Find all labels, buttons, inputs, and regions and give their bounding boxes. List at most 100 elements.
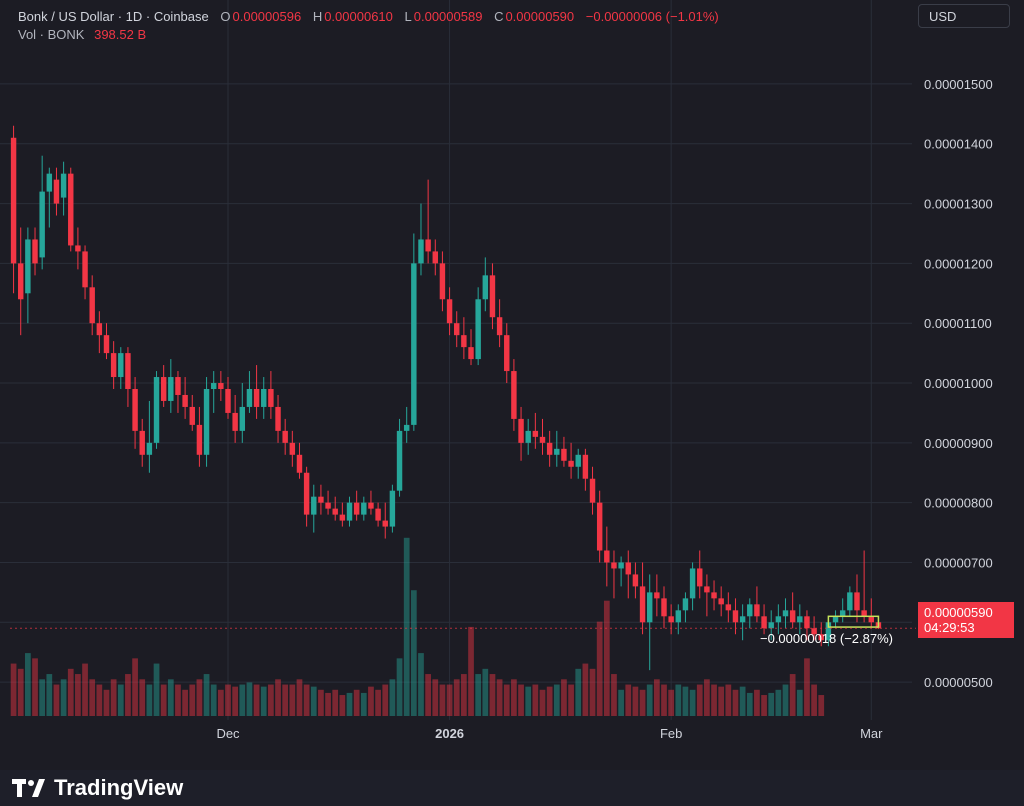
candle-body [53, 179, 60, 204]
volume-bar [525, 686, 532, 716]
brand-logo[interactable]: TradingView [12, 770, 183, 806]
volume-bar [696, 684, 703, 716]
candle-body [825, 622, 832, 641]
volume-value: 398.52 B [94, 27, 147, 42]
open-value: 0.00000596 [232, 9, 302, 24]
volume-bar [653, 679, 660, 716]
volume-bar [796, 689, 803, 716]
symbol-title[interactable]: Bonk / US Dollar · 1D · Coinbase [18, 9, 209, 24]
candle-body [511, 371, 517, 419]
candle-body [554, 448, 560, 455]
volume-bar [789, 674, 796, 716]
volume-bar [561, 679, 567, 716]
candle-body [697, 568, 703, 587]
candle-body [654, 592, 660, 599]
candle-body [482, 275, 489, 300]
volume-bar [804, 658, 810, 716]
volume-bar [475, 674, 482, 716]
grid-lines [0, 0, 912, 720]
volume-bar [139, 679, 146, 716]
volume-bar [418, 653, 424, 716]
high-value: 0.00000610 [324, 9, 393, 24]
candle-body [861, 610, 867, 617]
volume-bar [132, 658, 138, 716]
x-axis[interactable]: Dec 2026 Feb Mar [216, 726, 883, 741]
volume-bar [432, 679, 439, 716]
candle-body [125, 353, 131, 389]
y-axis[interactable]: 0.00001500 0.00001400 0.00001300 0.00001200… [924, 77, 993, 690]
candle-body [296, 454, 303, 473]
candle-body [82, 251, 88, 288]
candle-body [718, 598, 724, 605]
candle-body [847, 592, 853, 611]
measure-overlay [10, 615, 916, 629]
volume-bar [325, 692, 331, 716]
volume-bar [175, 684, 181, 716]
candle-body [818, 634, 824, 641]
volume-bar [589, 668, 596, 716]
y-tick-label: 0.00001000 [924, 376, 993, 391]
volume-bar [46, 674, 53, 716]
volume-bar [689, 689, 696, 716]
candle-body [75, 245, 81, 252]
volume-bar [782, 684, 789, 716]
volume-bar [282, 684, 289, 716]
volume-bar [103, 689, 110, 716]
volume-bar [775, 689, 782, 716]
candle-body [604, 550, 610, 563]
chart-area[interactable]: 0.00001500 0.00001400 0.00001300 0.00001200… [0, 0, 1024, 770]
volume-bar [403, 537, 410, 716]
volume-bar [568, 684, 574, 716]
candle-body [489, 275, 496, 318]
candle-body [60, 173, 67, 198]
volume-bar [196, 679, 203, 716]
open-label: O [220, 9, 231, 24]
volume-bar [67, 668, 74, 716]
candle-body [39, 191, 45, 258]
measure-box [827, 615, 880, 628]
symbol-legend[interactable]: Bonk / US Dollar · 1D · Coinbase O 0.0000… [18, 9, 721, 24]
candle-body [382, 520, 388, 527]
y-tick-label: 0.00000500 [924, 675, 993, 690]
candle-body [89, 287, 95, 324]
close-value: 0.00000590 [505, 9, 575, 24]
last-price-tag: 0.00000590 04:29:53 [918, 602, 1014, 638]
candle-body [239, 406, 246, 431]
volume-bar [125, 674, 131, 716]
volume-bar [182, 689, 188, 716]
volume-bar [503, 684, 510, 716]
candle-body [325, 502, 331, 509]
candle-body [268, 389, 274, 407]
candle-body [468, 347, 474, 360]
volume-bar [10, 663, 17, 716]
candle-body [332, 508, 338, 515]
candle-body [546, 442, 553, 455]
candle-body [754, 604, 760, 617]
y-tick-label: 0.00001100 [924, 316, 992, 331]
candle-body [246, 389, 253, 407]
volume-bar [396, 658, 403, 716]
volume-bar [246, 682, 253, 716]
candle-body [361, 502, 367, 515]
volume-bar [711, 684, 717, 716]
volume-bar [489, 674, 496, 716]
low-label: L [404, 9, 412, 24]
y-tick-label: 0.00001300 [924, 197, 993, 212]
price-chart[interactable]: 0.00001500 0.00001400 0.00001300 0.00001200… [0, 0, 1024, 770]
candle-body [611, 562, 617, 569]
volume-legend[interactable]: Vol · BONK 398.52 B [18, 27, 148, 42]
volume-bar [332, 689, 339, 716]
candlesticks[interactable] [10, 125, 882, 671]
currency-button[interactable]: USD [918, 4, 1010, 28]
candle-body [761, 616, 767, 629]
volume-bar [611, 674, 617, 716]
volume-bar [639, 689, 646, 716]
countdown-timer: 04:29:53 [924, 620, 975, 635]
candle-body [432, 251, 438, 264]
volume-bar [546, 686, 553, 716]
volume-bar [754, 689, 760, 716]
volume-bar [39, 679, 46, 716]
candle-body [518, 418, 524, 443]
candle-body [153, 377, 160, 443]
candle-body [168, 377, 174, 401]
